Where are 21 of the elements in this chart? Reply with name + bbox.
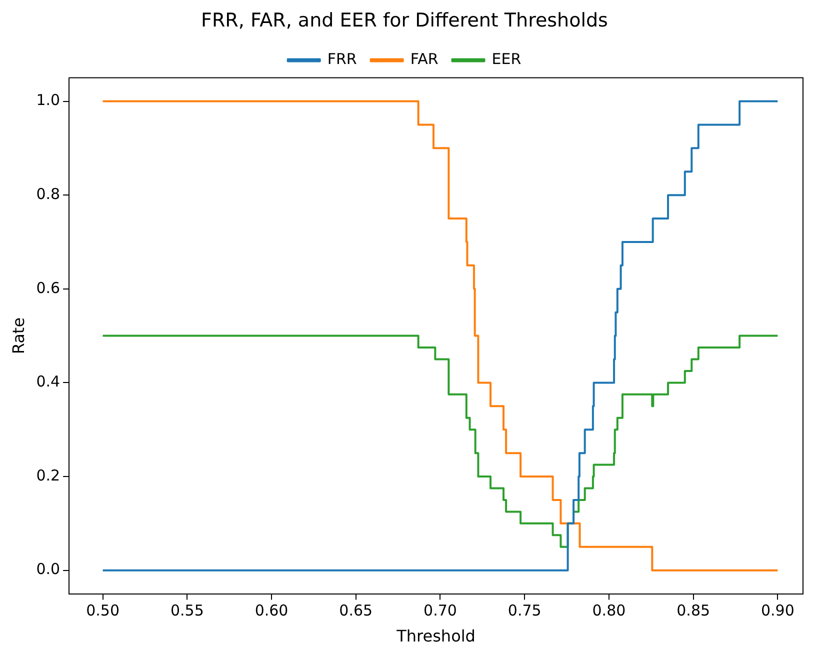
x-tick-label: 0.50 [86, 602, 120, 620]
y-tick-label: 0.2 [36, 466, 60, 484]
y-tick-label: 0.0 [36, 560, 60, 578]
legend-label: EER [492, 50, 522, 68]
x-tick-label: 0.80 [592, 602, 626, 620]
legend-label: FRR [327, 50, 357, 68]
y-tick-label: 1.0 [36, 91, 60, 110]
x-tick-label: 0.85 [676, 602, 710, 620]
y-tick-label: 0.6 [36, 278, 60, 297]
legend-label: FAR [410, 50, 438, 68]
x-tick-label: 0.65 [339, 602, 373, 620]
y-axis-title: Rate [8, 317, 28, 354]
chart-title: FRR, FAR, and EER for Different Thresholds [201, 9, 608, 32]
x-tick-label: 0.75 [508, 602, 542, 620]
x-tick-label: 0.70 [424, 602, 457, 620]
y-tick-label: 0.4 [36, 372, 60, 391]
x-tick-label: 0.90 [760, 602, 794, 620]
y-tick-label: 0.8 [36, 184, 60, 203]
x-tick-label: 0.60 [254, 602, 288, 620]
x-tick-label: 0.55 [170, 602, 204, 620]
x-axis-title: Threshold [396, 626, 476, 646]
